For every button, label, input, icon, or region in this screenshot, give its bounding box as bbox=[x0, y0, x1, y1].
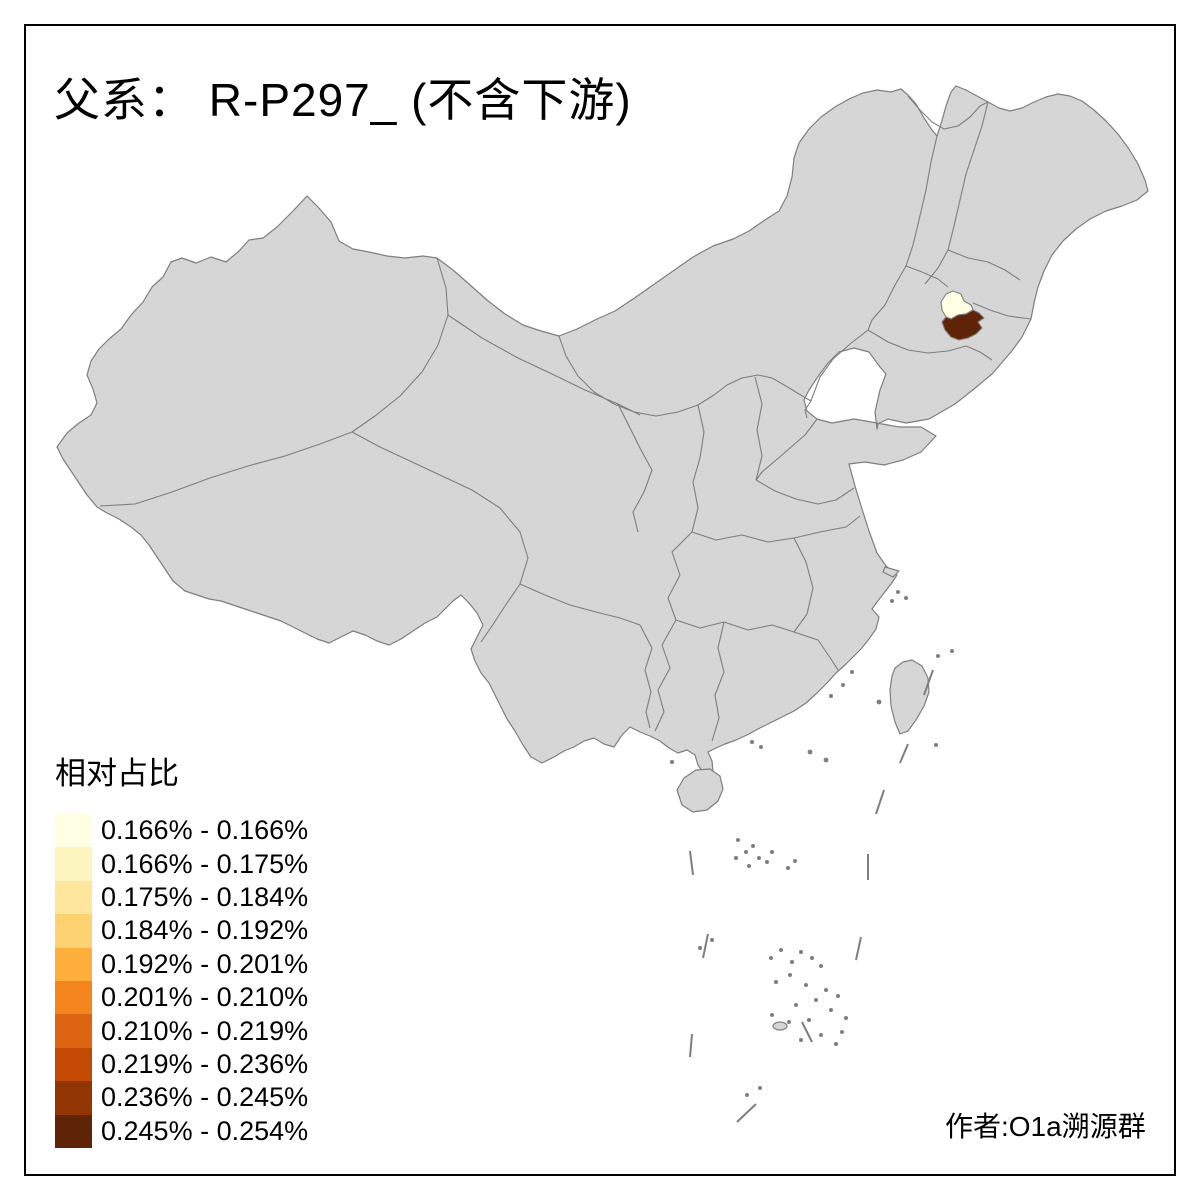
legend-swatch bbox=[55, 947, 92, 981]
legend-row: 0.236% - 0.245% bbox=[55, 1081, 309, 1115]
sea-islets bbox=[670, 590, 954, 1097]
legend-label: 0.184% - 0.192% bbox=[101, 915, 309, 946]
legend: 相对占比 0.166% - 0.166% 0.166% - 0.175% 0.175… bbox=[55, 748, 308, 1148]
legend-swatch bbox=[55, 1047, 92, 1082]
highlight-regions bbox=[940, 290, 985, 341]
china-land bbox=[56, 85, 1149, 1031]
legend-label: 0.166% - 0.175% bbox=[101, 848, 309, 879]
province-borders bbox=[99, 95, 1032, 742]
legend-label: 0.245% - 0.254% bbox=[101, 1115, 309, 1146]
legend-label: 0.236% - 0.245% bbox=[101, 1082, 309, 1113]
legend-swatch bbox=[55, 1081, 92, 1115]
legend-label: 0.201% - 0.210% bbox=[101, 982, 309, 1013]
legend-label: 0.175% - 0.184% bbox=[101, 881, 309, 912]
attribution-text: 作者:O1a溯源群 bbox=[945, 1111, 1146, 1142]
legend-row: 0.201% - 0.210% bbox=[55, 980, 309, 1015]
hainan-island bbox=[676, 768, 724, 813]
legend-swatch bbox=[55, 847, 92, 881]
legend-label: 0.210% - 0.219% bbox=[101, 1015, 309, 1046]
legend-label: 0.166% - 0.166% bbox=[101, 815, 309, 846]
legend-title: 相对占比 bbox=[55, 756, 179, 791]
legend-row: 0.210% - 0.219% bbox=[55, 1014, 309, 1048]
legend-row: 0.184% - 0.192% bbox=[55, 914, 309, 948]
legend-swatch bbox=[55, 1014, 92, 1048]
legend-row: 0.166% - 0.166% bbox=[55, 814, 309, 848]
legend-swatch bbox=[55, 980, 92, 1015]
legend-rows: 0.166% - 0.166% 0.166% - 0.175% 0.175% - 0… bbox=[55, 814, 308, 1148]
china-mainland-outline bbox=[56, 85, 1149, 775]
legend-row: 0.192% - 0.201% bbox=[55, 947, 309, 981]
legend-swatch bbox=[55, 880, 92, 915]
legend-swatch bbox=[55, 914, 92, 948]
nine-dash-line bbox=[689, 669, 934, 1123]
legend-label: 0.192% - 0.201% bbox=[101, 948, 309, 979]
legend-row: 0.245% - 0.254% bbox=[55, 1114, 309, 1148]
chongming-island bbox=[882, 566, 900, 578]
region-highest-bin bbox=[941, 309, 985, 341]
taiwan-island bbox=[889, 659, 930, 735]
map-title: 父系： R-P297_ (不含下游) bbox=[54, 74, 632, 126]
sea-islet-large bbox=[772, 1021, 788, 1031]
legend-row: 0.175% - 0.184% bbox=[55, 880, 309, 915]
legend-row: 0.219% - 0.236% bbox=[55, 1047, 309, 1082]
legend-swatch bbox=[55, 814, 92, 848]
legend-row: 0.166% - 0.175% bbox=[55, 847, 309, 881]
legend-swatch bbox=[55, 1114, 92, 1148]
legend-label: 0.219% - 0.236% bbox=[101, 1048, 309, 1079]
